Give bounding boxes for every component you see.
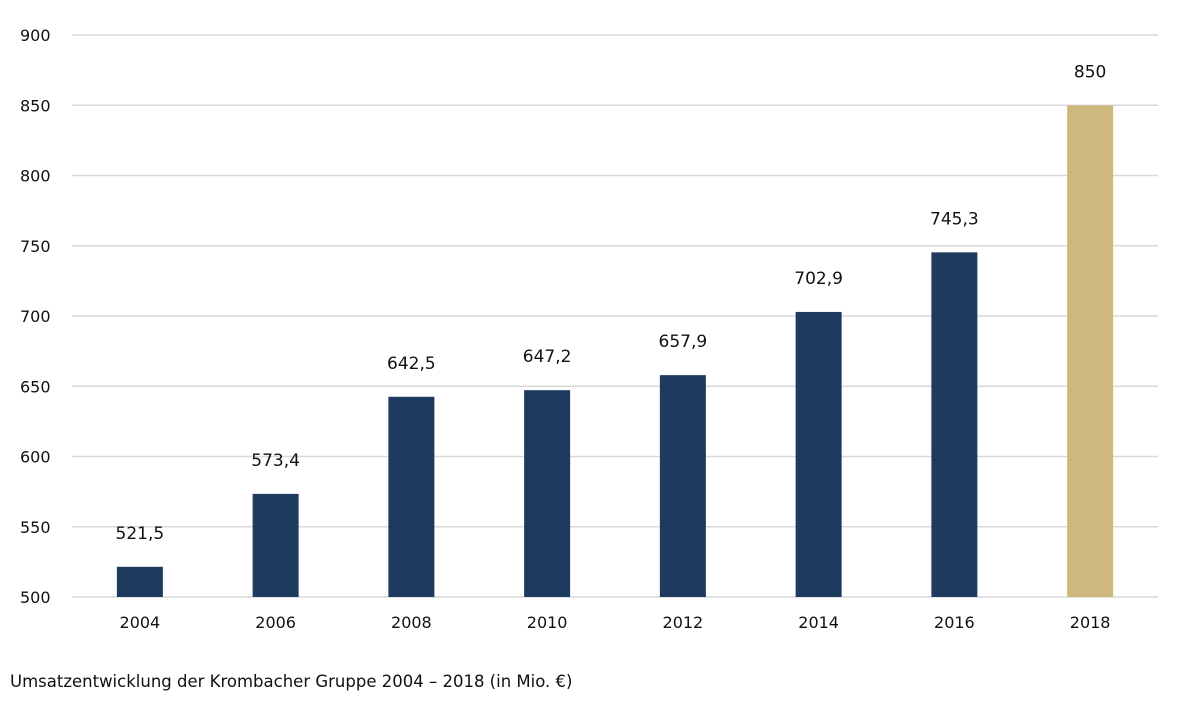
- bar-2006: [252, 493, 299, 597]
- x-tick-label-2016: 2016: [934, 613, 975, 632]
- x-tick-label-2006: 2006: [255, 613, 296, 632]
- data-label-2014: 702,9: [794, 269, 843, 289]
- x-axis-tick-labels: 2004 2006 2008 2010 2012 2014 2016 2018: [120, 613, 1111, 632]
- y-tick-label: 850: [20, 96, 51, 115]
- y-tick-label: 700: [20, 307, 51, 326]
- x-tick-label-2012: 2012: [663, 613, 704, 632]
- bar-2008: [388, 396, 435, 597]
- bars: [116, 105, 1114, 597]
- bar-2014: [795, 311, 842, 597]
- y-tick-label: 800: [20, 167, 51, 186]
- y-tick-label: 650: [20, 377, 51, 396]
- y-tick-label: 900: [20, 26, 51, 45]
- x-tick-label-2014: 2014: [798, 613, 839, 632]
- bar-2018: [1067, 105, 1114, 597]
- bar-2010: [524, 390, 571, 597]
- data-label-2016: 745,3: [930, 209, 979, 229]
- x-tick-label-2010: 2010: [527, 613, 568, 632]
- data-label-2006: 573,4: [251, 451, 300, 471]
- data-label-2004: 521,5: [116, 524, 165, 544]
- gridlines: [72, 34, 1158, 598]
- x-tick-label-2004: 2004: [120, 613, 161, 632]
- y-tick-label: 550: [20, 518, 51, 537]
- x-tick-label-2018: 2018: [1070, 613, 1111, 632]
- data-label-2008: 642,5: [387, 354, 436, 374]
- y-tick-label: 750: [20, 237, 51, 256]
- y-axis-tick-labels: 500 550 600 650 700 750 800 850 900: [20, 26, 51, 607]
- data-labels: 521,5 573,4 642,5 647,2 657,9 702,9 745,3 850: [116, 62, 1107, 544]
- bar-2004: [116, 566, 163, 597]
- bar-2012: [659, 375, 706, 597]
- data-label-2010: 647,2: [523, 347, 572, 367]
- chart-caption: Umsatzentwicklung der Krombacher Gruppe …: [10, 672, 573, 691]
- data-label-2018: 850: [1074, 62, 1106, 82]
- y-tick-label: 600: [20, 448, 51, 467]
- y-tick-label: 500: [20, 588, 51, 607]
- data-label-2012: 657,9: [659, 332, 708, 352]
- bar-2016: [931, 252, 978, 597]
- x-tick-label-2008: 2008: [391, 613, 432, 632]
